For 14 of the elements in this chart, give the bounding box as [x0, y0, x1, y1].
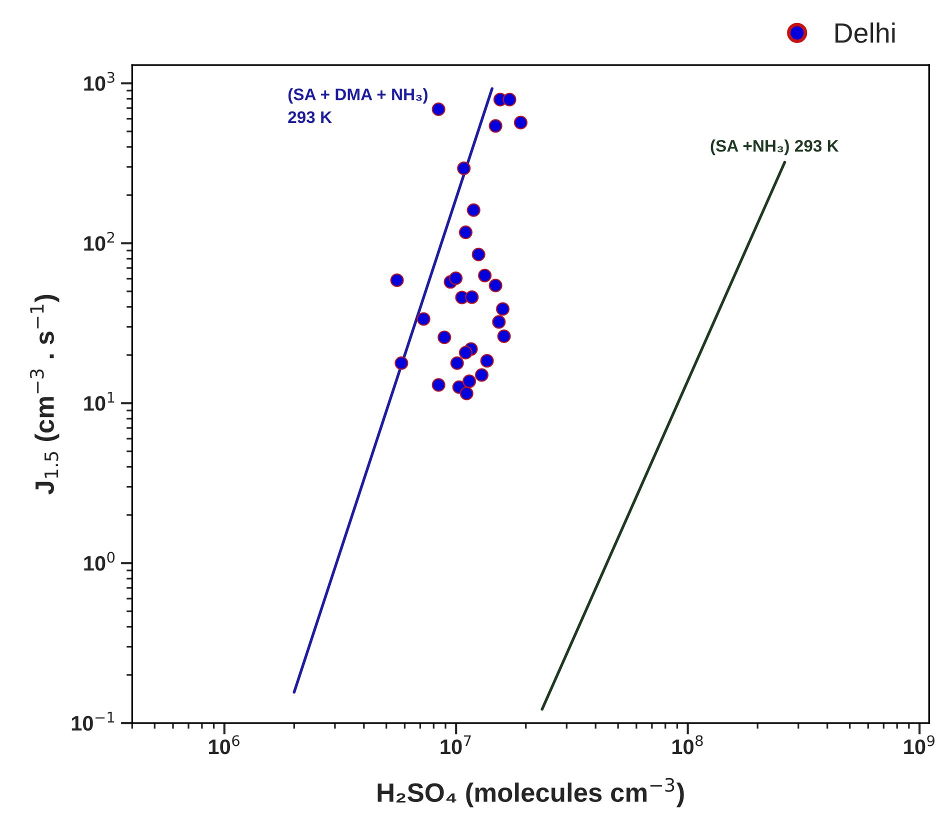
x-tick-label: 10$^{9}$ [904, 735, 934, 754]
annotation: (SA + DMA + NH₃) 293 K [288, 88, 428, 124]
y-tick-label: 10$^{2}$ [84, 232, 114, 251]
x-tick-label: 10$^{8}$ [672, 735, 703, 754]
legend-label: Delhi [836, 22, 895, 43]
annotation: (SA +NH₃) 293 K [710, 140, 839, 156]
x-tick-label: 10$^{7}$ [440, 735, 471, 754]
y-tick-label: 10$^{0}$ [84, 552, 115, 571]
x-axis-title: H₂SO₄ (molecules cm$^{−3}$) [378, 778, 684, 808]
y-tick-label: 10$^{3}$ [84, 72, 114, 91]
y-tick-label: 10$^{−1}$ [72, 712, 114, 731]
x-tick-label: 10$^{6}$ [209, 735, 240, 754]
y-axis-title: J$_{1.5}$ (cm$^{−3}$ . s$^{−1}$) [30, 294, 60, 494]
y-tick-label: 10$^{1}$ [84, 392, 114, 411]
